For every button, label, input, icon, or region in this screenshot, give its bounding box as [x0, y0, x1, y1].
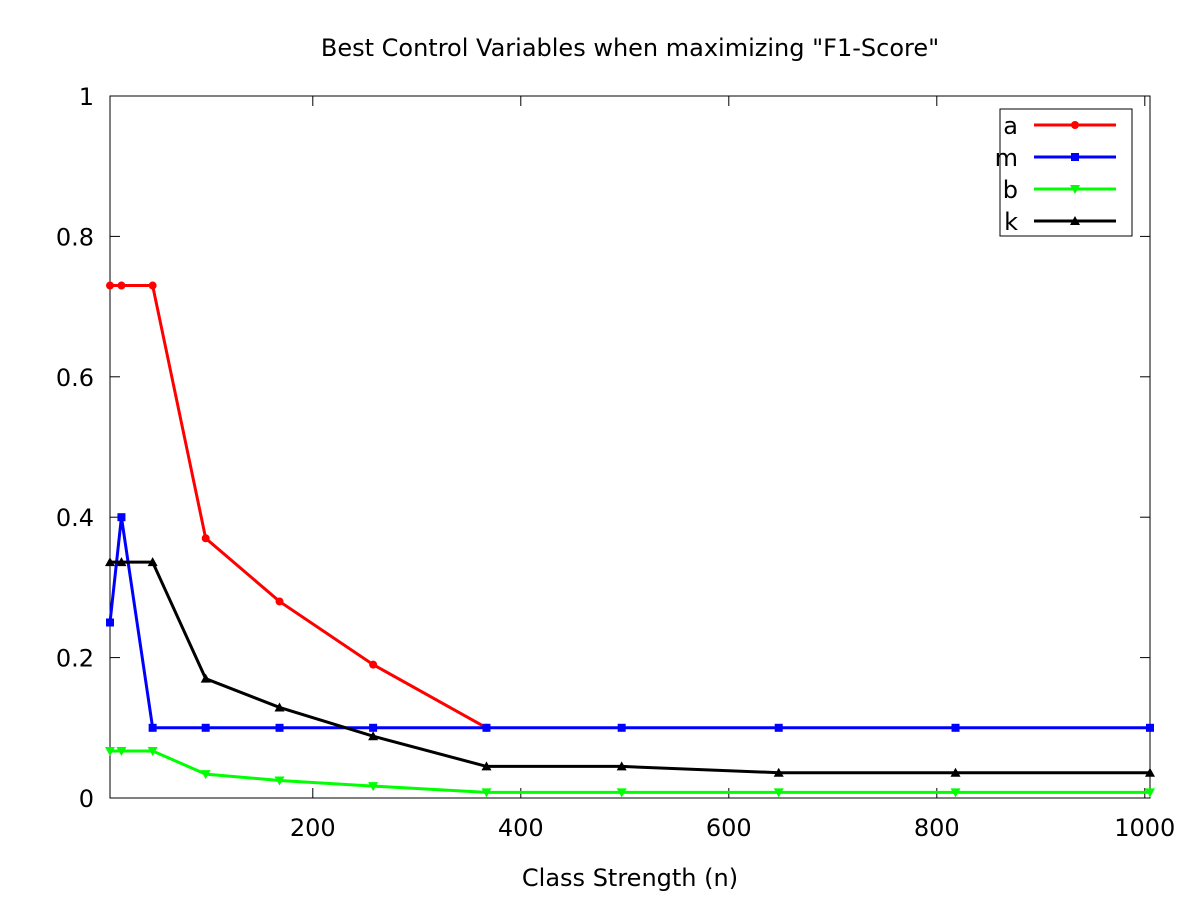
- data-point-k: [116, 557, 127, 567]
- chart-title: Best Control Variables when maximizing "…: [321, 34, 939, 62]
- legend-item-k: k: [1004, 208, 1116, 236]
- legend-label: b: [1003, 176, 1018, 204]
- data-point-k: [616, 761, 627, 771]
- data-point-b: [616, 788, 627, 798]
- x-axis: 200 400 600 800 1000: [290, 96, 1175, 842]
- data-point-m: [617, 723, 626, 732]
- y-tick-label: 1: [79, 83, 94, 111]
- data-point-k: [200, 673, 211, 683]
- series-line-a: [110, 284, 488, 730]
- x-axis-label: Class Strength (n): [522, 864, 738, 892]
- legend-box: [999, 108, 1133, 237]
- series-a: [106, 281, 491, 732]
- data-point-b: [200, 770, 211, 780]
- data-point-m: [275, 723, 284, 732]
- legend-marker: [1071, 153, 1079, 161]
- series-b: [105, 746, 1155, 798]
- x-tick-label: 600: [706, 814, 752, 842]
- data-point-m: [117, 513, 126, 522]
- data-point-m: [951, 723, 960, 732]
- legend-item-m: m: [995, 144, 1116, 172]
- data-point-a: [106, 281, 114, 290]
- data-point-m: [1146, 723, 1154, 732]
- legend-marker: [1070, 216, 1080, 225]
- data-point-m: [774, 723, 783, 732]
- data-point-m: [148, 723, 157, 732]
- x-tick-label: 400: [498, 814, 544, 842]
- data-point-k: [1145, 767, 1155, 777]
- plot-area: [109, 95, 1151, 799]
- legend-marker: [1071, 121, 1079, 129]
- data-point-a: [275, 597, 284, 606]
- data-point-b: [147, 746, 158, 756]
- series-line-k: [110, 560, 1150, 775]
- data-point-b: [1145, 788, 1155, 798]
- data-point-a: [201, 534, 210, 543]
- data-point-a: [369, 660, 378, 669]
- y-tick-label: 0.8: [56, 223, 94, 251]
- data-point-b: [116, 746, 127, 756]
- y-tick-label: 0: [79, 785, 94, 813]
- y-tick-label: 0.4: [56, 504, 94, 532]
- plot-frame: [109, 95, 1151, 799]
- data-point-a: [117, 281, 126, 290]
- data-point-k: [147, 557, 158, 567]
- data-point-k: [773, 767, 784, 777]
- series-m: [106, 513, 1154, 732]
- y-tick-label: 0.6: [56, 364, 94, 392]
- data-point-k: [950, 767, 961, 777]
- legend-marker: [1070, 185, 1080, 194]
- data-point-b: [481, 788, 492, 798]
- data-point-a: [148, 281, 157, 290]
- legend-label: a: [1003, 112, 1018, 140]
- y-axis: 0 0.2 0.4 0.6 0.8 1: [56, 83, 1150, 813]
- data-point-k: [274, 702, 285, 712]
- series-line-m: [108, 516, 1150, 730]
- data-point-k: [105, 557, 115, 567]
- data-point-m: [201, 723, 210, 732]
- data-point-m: [106, 618, 114, 627]
- x-tick-label: 200: [290, 814, 336, 842]
- data-point-m: [369, 723, 378, 732]
- data-point-m: [482, 723, 491, 732]
- data-point-b: [773, 788, 784, 798]
- series-layer: [105, 281, 1155, 798]
- x-tick-label: 800: [914, 814, 960, 842]
- y-tick-label: 0.2: [56, 645, 94, 673]
- series-k: [105, 557, 1155, 777]
- data-point-b: [274, 776, 285, 786]
- data-point-k: [481, 761, 492, 771]
- legend-label: k: [1004, 208, 1018, 236]
- data-point-b: [950, 788, 961, 798]
- legend-item-b: b: [1003, 176, 1116, 204]
- legend-label: m: [995, 144, 1018, 172]
- x-tick-label: 1000: [1114, 814, 1175, 842]
- data-point-b: [105, 746, 115, 756]
- data-point-b: [368, 782, 379, 792]
- data-point-k: [368, 731, 379, 741]
- legend-item-a: a: [1003, 112, 1116, 140]
